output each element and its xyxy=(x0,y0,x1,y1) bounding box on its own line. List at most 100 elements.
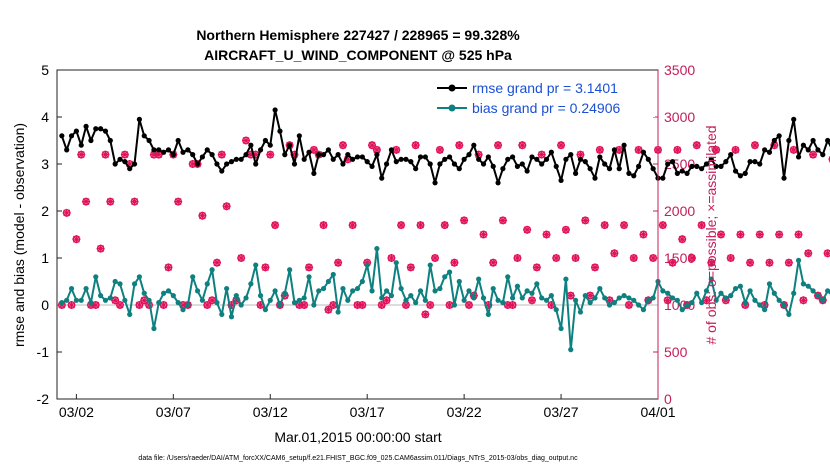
bias-point xyxy=(79,298,84,303)
obs-marker xyxy=(131,198,139,206)
bias-point xyxy=(389,293,394,298)
obs-marker xyxy=(436,146,444,154)
obs-marker xyxy=(106,198,114,206)
rmse-point xyxy=(127,166,132,171)
bias-point xyxy=(747,288,752,293)
right-tick-label: 3000 xyxy=(664,109,695,125)
rmse-point xyxy=(418,154,423,159)
bias-point xyxy=(476,277,481,282)
bias-point xyxy=(457,279,462,284)
obs-marker xyxy=(417,221,425,229)
bias-point xyxy=(558,326,563,331)
obs-marker xyxy=(552,254,560,262)
bias-point xyxy=(680,307,685,312)
bias-point xyxy=(413,300,418,305)
bias-point xyxy=(394,260,399,265)
bias-point xyxy=(205,281,210,286)
rmse-point xyxy=(762,147,767,152)
obs-marker xyxy=(804,249,812,257)
obs-marker xyxy=(358,301,366,309)
bias-point xyxy=(481,295,486,300)
obs-marker xyxy=(242,137,250,145)
bias-point xyxy=(738,284,743,289)
bias-point xyxy=(180,307,185,312)
bias-point xyxy=(287,267,292,272)
rmse-point xyxy=(631,173,636,178)
rmse-point xyxy=(558,178,563,183)
bias-point xyxy=(146,298,151,303)
bias-point xyxy=(539,295,544,300)
bias-point xyxy=(365,262,370,267)
obs-marker xyxy=(407,263,415,271)
obs-marker xyxy=(659,221,667,229)
bias-point xyxy=(336,309,341,314)
rmse-point xyxy=(302,157,307,162)
rmse-point xyxy=(617,166,622,171)
bias-point xyxy=(825,288,830,293)
bias-point xyxy=(103,298,108,303)
rmse-point xyxy=(316,152,321,157)
obs-marker xyxy=(431,254,439,262)
rmse-point xyxy=(185,147,190,152)
rmse-point xyxy=(621,143,626,148)
legend-rmse-marker xyxy=(449,85,456,92)
obs-marker xyxy=(334,259,342,267)
bias-point xyxy=(108,295,113,300)
rmse-point xyxy=(689,164,694,169)
rmse-point xyxy=(675,171,680,176)
bias-point xyxy=(583,293,588,298)
bias-point xyxy=(437,286,442,291)
rmse-point xyxy=(578,157,583,162)
bias-point xyxy=(810,288,815,293)
bias-point xyxy=(137,274,142,279)
bias-point xyxy=(549,293,554,298)
obs-marker xyxy=(601,221,609,229)
bias-point xyxy=(452,302,457,307)
rmse-point xyxy=(757,161,762,166)
rmse-point xyxy=(117,157,122,162)
obs-marker xyxy=(625,301,633,309)
obs-marker xyxy=(785,259,793,267)
obs-marker xyxy=(572,254,580,262)
rmse-point xyxy=(423,154,428,159)
bias-point xyxy=(326,279,331,284)
rmse-point xyxy=(248,143,253,148)
rmse-point xyxy=(374,152,379,157)
rmse-point xyxy=(791,117,796,122)
right-tick-label: 2000 xyxy=(664,203,695,219)
obs-marker xyxy=(523,226,531,234)
obs-marker xyxy=(218,151,226,159)
bias-point xyxy=(718,291,723,296)
obs-marker xyxy=(518,141,526,149)
bias-point xyxy=(573,298,578,303)
bias-point xyxy=(98,293,103,298)
rmse-point xyxy=(214,161,219,166)
x-tick-label: 03/27 xyxy=(544,404,579,420)
rmse-point xyxy=(263,138,268,143)
obs-marker xyxy=(499,216,507,224)
bias-point xyxy=(723,295,728,300)
rmse-point xyxy=(495,180,500,185)
bias-point xyxy=(418,288,423,293)
bias-point xyxy=(617,295,622,300)
bias-point xyxy=(195,288,200,293)
bias-point xyxy=(495,298,500,303)
obs-marker xyxy=(305,263,313,271)
obs-marker xyxy=(266,151,274,159)
rmse-point xyxy=(321,152,326,157)
rmse-point xyxy=(602,161,607,166)
data-file-footer: data file: /Users/raeder/DAI/ATM_forcXX/… xyxy=(138,455,578,462)
obs-marker xyxy=(237,254,245,262)
obs-marker xyxy=(174,198,182,206)
bias-point xyxy=(384,288,389,293)
bias-point xyxy=(273,288,278,293)
right-tick-label: 500 xyxy=(664,344,688,360)
obs-marker xyxy=(489,259,497,267)
obs-marker xyxy=(412,141,420,149)
rmse-point xyxy=(583,159,588,164)
rmse-point xyxy=(466,152,471,157)
bias-point xyxy=(117,281,122,286)
obs-marker xyxy=(426,301,434,309)
